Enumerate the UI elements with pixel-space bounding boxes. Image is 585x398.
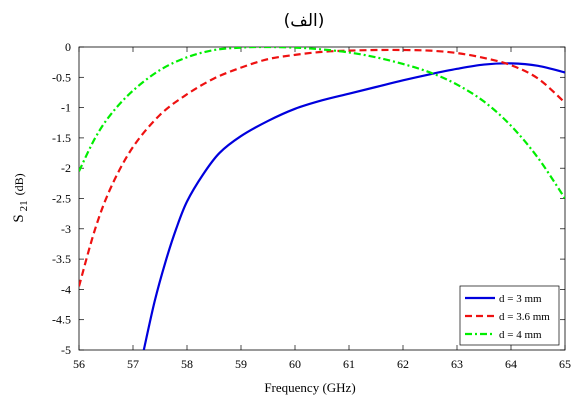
x-tick-label: 63 (451, 357, 463, 371)
legend-label-2: d = 3.6 mm (499, 311, 550, 323)
x-tick-label: 60 (289, 357, 301, 371)
x-tick-label: 61 (343, 357, 355, 371)
y-tick-label: -4.5 (52, 313, 71, 327)
y-tick-label: -5 (61, 343, 71, 357)
y-tick-label: -1.5 (52, 131, 71, 145)
y-tick-label: 0 (65, 40, 71, 54)
x-tick-label: 58 (181, 357, 193, 371)
x-tick-label: 57 (127, 357, 139, 371)
x-tick-label: 64 (505, 357, 517, 371)
y-tick-label: -1 (61, 101, 71, 115)
y-tick-label: -3 (61, 222, 71, 236)
series-line-3 (79, 47, 565, 200)
x-axis: 56 57 58 59 60 61 62 63 64 65 (73, 47, 571, 371)
y-tick-label: -0.5 (52, 70, 71, 84)
y-axis-label: S 21 (dB) (11, 173, 30, 222)
y-tick-label: -4 (61, 282, 71, 296)
series-lines (79, 47, 565, 350)
x-tick-label: 56 (73, 357, 85, 371)
series-line-2 (79, 48, 565, 287)
x-tick-label: 59 (235, 357, 247, 371)
series-line-1 (142, 62, 565, 350)
chart-title: (الف) (284, 11, 325, 31)
y-tick-label: -3.5 (52, 252, 71, 266)
x-tick-label: 62 (397, 357, 409, 371)
y-axis-label-main: S (11, 214, 27, 222)
legend: d = 3 mm d = 3.6 mm d = 4 mm (459, 285, 560, 346)
y-tick-label: -2 (61, 161, 71, 175)
y-axis-label-sub: 21 (18, 200, 30, 211)
x-tick-label: 65 (559, 357, 571, 371)
x-axis-label: Frequency (GHz) (264, 380, 355, 395)
legend-label-1: d = 3 mm (499, 293, 542, 305)
y-tick-label: -2.5 (52, 192, 71, 206)
y-axis-label-unit: (dB) (12, 173, 26, 195)
y-axis: 0 -0.5 -1 -1.5 -2 -2.5 -3 -3.5 -4 -4.5 -5 (52, 40, 565, 357)
legend-label-3: d = 4 mm (499, 329, 542, 341)
